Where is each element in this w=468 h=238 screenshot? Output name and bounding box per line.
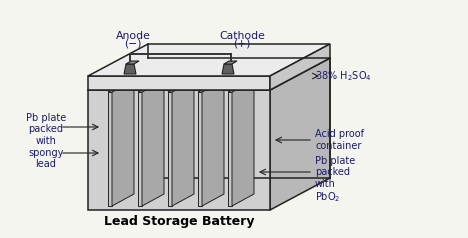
Polygon shape [112, 80, 134, 206]
Polygon shape [228, 92, 232, 206]
Text: Lead Storage Battery: Lead Storage Battery [104, 215, 254, 228]
Polygon shape [222, 64, 234, 74]
Polygon shape [270, 58, 330, 210]
Polygon shape [138, 92, 142, 206]
Text: Anode: Anode [116, 31, 150, 41]
Polygon shape [88, 44, 330, 76]
Polygon shape [270, 44, 330, 90]
Polygon shape [228, 80, 254, 92]
Polygon shape [108, 92, 112, 206]
Text: Cathode: Cathode [219, 31, 265, 41]
Text: (+): (+) [233, 39, 251, 49]
Polygon shape [202, 80, 224, 206]
Polygon shape [168, 92, 172, 206]
Polygon shape [88, 76, 270, 90]
Polygon shape [88, 90, 270, 210]
Polygon shape [142, 80, 164, 206]
Text: Pb plate
packed
with
spongy
lead: Pb plate packed with spongy lead [26, 113, 66, 169]
Text: Acid proof
container: Acid proof container [315, 129, 364, 151]
Polygon shape [108, 80, 134, 92]
Text: 38% H$_2$SO$_4$: 38% H$_2$SO$_4$ [315, 69, 372, 83]
Polygon shape [224, 61, 237, 64]
Polygon shape [168, 80, 194, 92]
Polygon shape [172, 80, 194, 206]
Polygon shape [232, 80, 254, 206]
Polygon shape [88, 58, 330, 90]
Polygon shape [198, 92, 202, 206]
Text: (−): (−) [124, 39, 142, 49]
Polygon shape [124, 64, 136, 74]
Polygon shape [138, 80, 164, 92]
Polygon shape [198, 80, 224, 92]
Polygon shape [126, 61, 139, 64]
Text: Pb plate
packed
with
PbO$_2$: Pb plate packed with PbO$_2$ [315, 155, 355, 204]
